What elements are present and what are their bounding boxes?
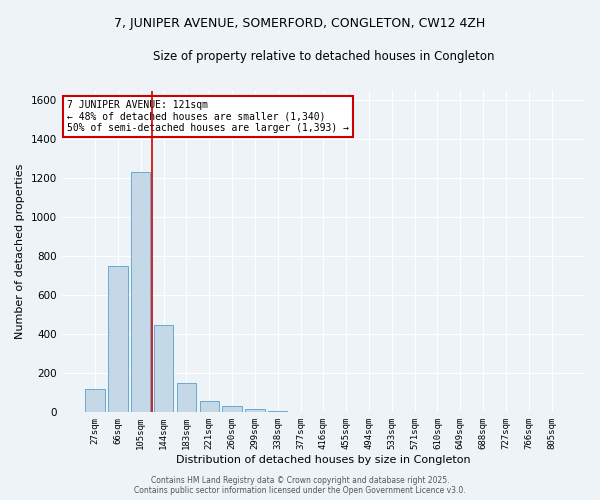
Bar [177, 383, 196, 412]
Bar [85, 389, 105, 412]
Text: 7 JUNIPER AVENUE: 121sqm
← 48% of detached houses are smaller (1,340)
50% of sem: 7 JUNIPER AVENUE: 121sqm ← 48% of detach… [67, 100, 349, 134]
Text: 7, JUNIPER AVENUE, SOMERFORD, CONGLETON, CW12 4ZH: 7, JUNIPER AVENUE, SOMERFORD, CONGLETON,… [115, 18, 485, 30]
X-axis label: Distribution of detached houses by size in Congleton: Distribution of detached houses by size … [176, 455, 470, 465]
Bar [223, 406, 242, 412]
Bar [108, 266, 128, 412]
Title: Size of property relative to detached houses in Congleton: Size of property relative to detached ho… [152, 50, 494, 63]
Bar [131, 172, 151, 412]
Bar [200, 400, 219, 412]
Bar [154, 324, 173, 412]
Bar [245, 410, 265, 412]
Y-axis label: Number of detached properties: Number of detached properties [15, 164, 25, 339]
Text: Contains HM Land Registry data © Crown copyright and database right 2025.
Contai: Contains HM Land Registry data © Crown c… [134, 476, 466, 495]
